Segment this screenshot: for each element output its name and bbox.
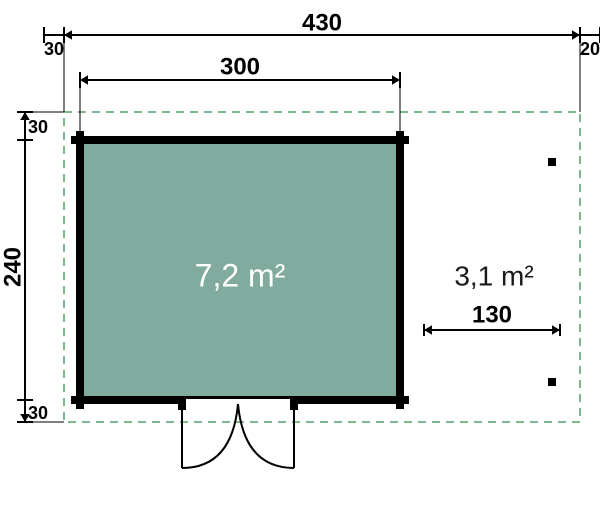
area-main: 7,2 m² [195, 257, 286, 293]
post-marker [548, 378, 556, 386]
svg-text:30: 30 [44, 39, 64, 59]
dim-label-240: 240 [0, 247, 26, 287]
svg-text:20: 20 [580, 39, 600, 59]
dim-label-430: 430 [302, 9, 342, 36]
post-marker [548, 158, 556, 166]
svg-text:30: 30 [28, 117, 48, 137]
svg-text:30: 30 [28, 403, 48, 423]
dim-label-300: 300 [220, 53, 260, 80]
floor-plan-diagram: 430 30 20 300 30 30 240 130 7,2 m² 3,1 m² [0, 0, 600, 514]
dim-label-130: 130 [472, 301, 512, 328]
dim-annex-width: 130 [424, 301, 560, 336]
dim-room-width: 300 [80, 53, 400, 140]
area-annex: 3,1 m² [454, 260, 533, 291]
dim-overall-width: 430 30 20 [44, 9, 600, 112]
door [182, 398, 294, 468]
dim-overall-height: 30 30 240 [0, 112, 64, 423]
